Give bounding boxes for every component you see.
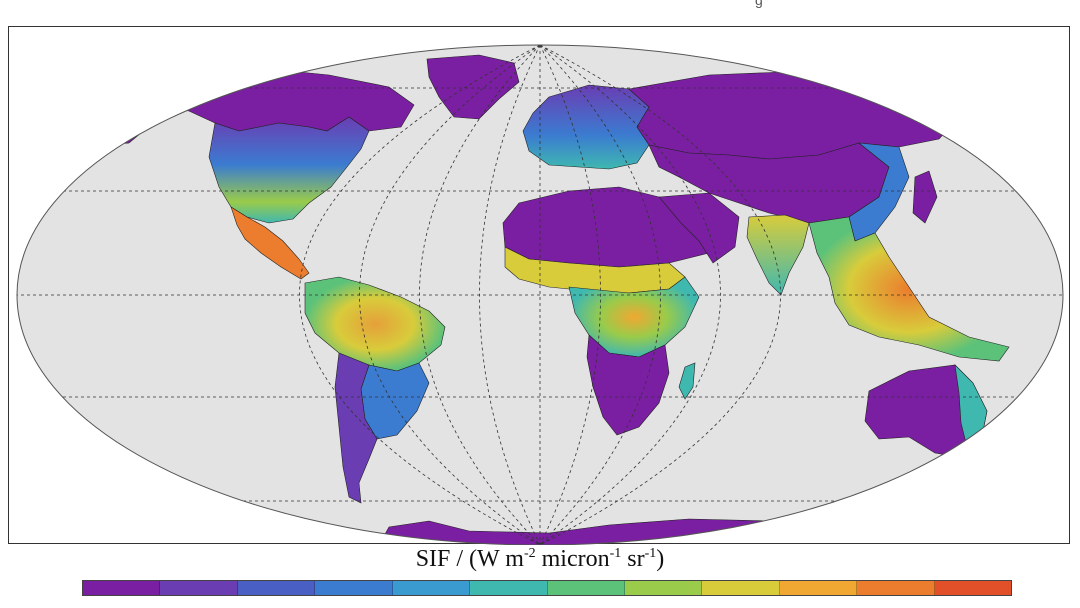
world-map xyxy=(16,44,1064,545)
region-new-zealand xyxy=(1000,436,1032,474)
region-india xyxy=(746,214,810,296)
colorbar-segment xyxy=(624,581,703,595)
colorbar-segment xyxy=(160,581,238,595)
colorbar-title: SIF / (W m-2 micron-1 sr-1) xyxy=(415,546,665,572)
colorbar-segment xyxy=(83,581,161,595)
caption-fragment: g xyxy=(755,0,763,8)
region-north-america-east xyxy=(208,116,370,224)
colorbar-segment xyxy=(857,581,935,595)
region-amazon xyxy=(304,276,446,372)
region-japan xyxy=(912,170,938,224)
region-central-africa xyxy=(568,276,700,358)
region-southern-africa xyxy=(586,334,670,436)
region-madagascar xyxy=(678,362,696,400)
colorbar-segment xyxy=(779,581,858,595)
region-greenland xyxy=(426,54,520,120)
colorbar xyxy=(82,580,1012,596)
region-arabia xyxy=(658,192,740,264)
region-south-america-south xyxy=(334,352,378,504)
colorbar-segment xyxy=(315,581,393,595)
colorbar-segment xyxy=(934,581,1012,595)
region-southeast-asia xyxy=(808,216,1010,362)
colorbar-segment xyxy=(547,581,625,595)
colorbar-segment xyxy=(392,581,471,595)
colorbar-segment xyxy=(702,581,780,595)
globe-outline xyxy=(16,44,1064,545)
colorbar-segment xyxy=(237,581,316,595)
map-frame xyxy=(8,26,1070,545)
landmasses xyxy=(88,54,1032,545)
region-central-america xyxy=(230,206,310,280)
colorbar-segment xyxy=(470,581,548,595)
